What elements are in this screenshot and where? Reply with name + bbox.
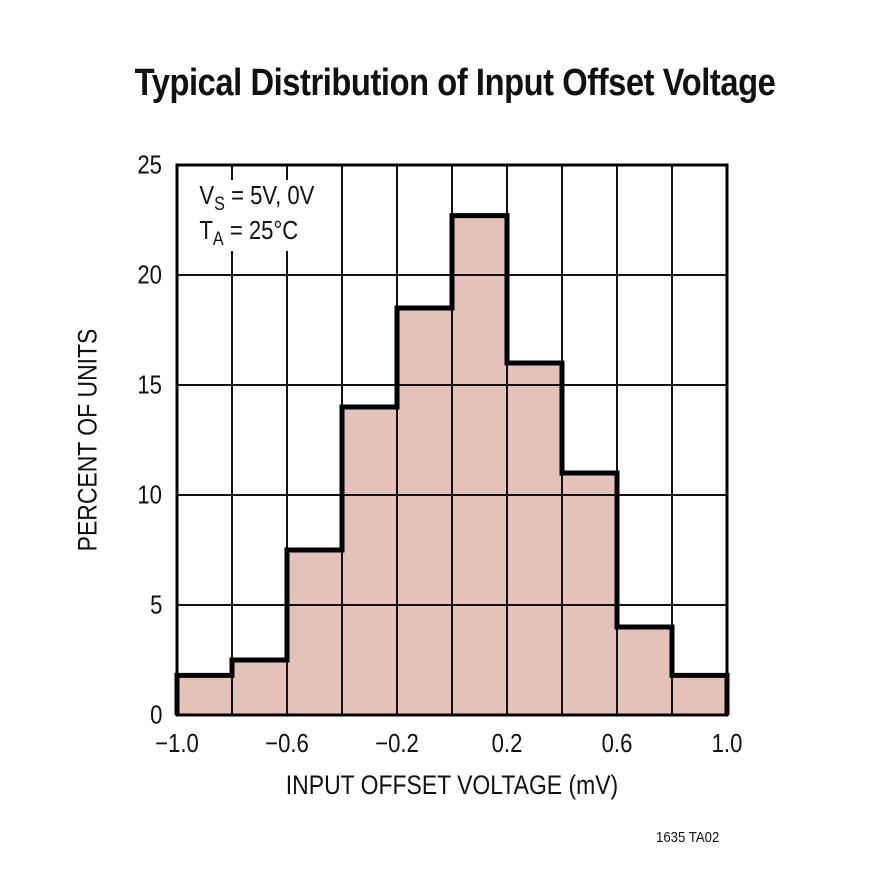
x-tick-label: 0.2 [491,728,523,758]
histogram-bar [232,660,287,715]
x-tick-label: −0.2 [375,728,419,758]
ta-value: = 25°C [223,215,299,245]
histogram-bar [342,407,397,715]
plot-frame [175,163,729,717]
supply-voltage-annotation: VS = 5V, 0V [196,180,318,216]
histogram-bar [452,215,507,715]
histogram-bar [562,473,617,715]
y-tick-label: 0 [149,699,162,730]
x-tick-label: 1.0 [711,728,743,758]
histogram-bar [617,627,672,715]
ta-subscript: A [212,229,224,250]
ta-symbol: T [199,215,213,245]
histogram-bar [672,675,727,715]
figure-code: 1635 TA02 [656,829,720,846]
histogram-bar [287,550,342,715]
y-tick-label: 25 [137,149,162,180]
temperature-annotation: TA = 25°C [196,215,302,251]
y-tick-label: 20 [137,259,162,290]
x-axis-label: INPUT OFFSET VOLTAGE (mV) [285,770,619,800]
y-axis-label: PERCENT OF UNITS [72,328,103,552]
x-tick-label: 0.6 [601,728,633,758]
histogram-bar [177,675,232,715]
vs-subscript: S [214,194,225,215]
vs-value: = 5V, 0V [224,180,315,210]
histogram-bar [397,308,452,715]
y-tick-label: 5 [149,589,162,620]
x-tick-label: −1.0 [155,728,199,758]
y-tick-label: 10 [137,479,162,510]
x-tick-label: −0.6 [265,728,309,758]
chart-title: Typical Distribution of Input Offset Vol… [134,62,776,104]
histogram-bar [507,363,562,715]
histogram-outline [174,213,730,715]
vs-symbol: V [199,180,215,210]
y-tick-label: 15 [137,369,162,400]
